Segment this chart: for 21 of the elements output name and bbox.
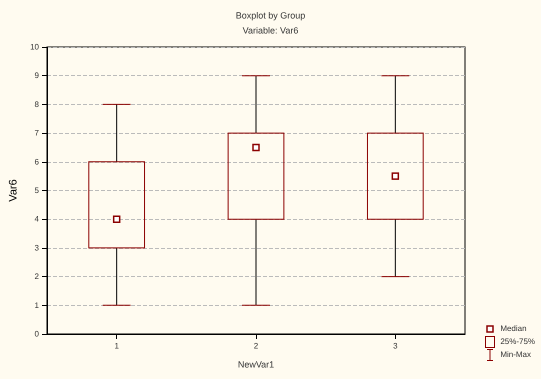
x-tick-label: 3 — [393, 342, 398, 350]
y-tick-label: 3 — [34, 243, 40, 252]
y-tick-label: 2 — [34, 272, 40, 282]
y-tick-label: 9 — [34, 71, 40, 80]
chart-subtitle: Variable: Var6 — [242, 26, 298, 36]
y-tick-label: 8 — [34, 100, 40, 109]
x-tick-label: 2 — [254, 342, 259, 350]
text: 25%-75% — [500, 337, 535, 346]
y-tick-label: 10 — [30, 42, 40, 52]
x-tick-label: 1 — [114, 342, 120, 350]
text: Min-Max — [500, 350, 531, 359]
y-tick-label: 7 — [34, 128, 40, 138]
y-tick-label: 4 — [34, 214, 40, 224]
y-tick-label: 5 — [34, 186, 40, 195]
text: Median — [500, 324, 527, 333]
y-tick-label: 0 — [34, 330, 40, 338]
chart-title: Boxplot by Group — [236, 10, 306, 20]
y-tick-label: 6 — [34, 157, 40, 166]
y-axis-title: Var6 — [8, 179, 20, 202]
y-tick-label: 1 — [34, 300, 40, 310]
x-axis-title: NewVar1 — [238, 360, 274, 370]
